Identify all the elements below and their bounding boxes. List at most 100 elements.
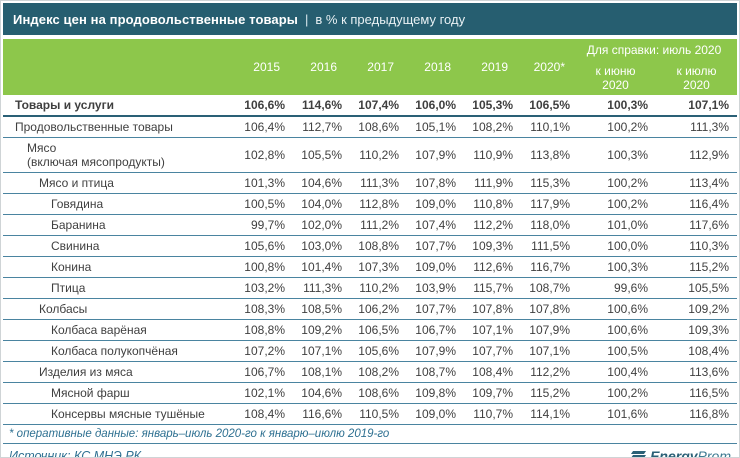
cell-value: 107,3% (347, 256, 404, 278)
cell-value: 107,4% (347, 95, 404, 117)
cell-value: 117,6% (656, 214, 737, 236)
cell-value: 107,8% (404, 172, 461, 194)
cell-value: 116,8% (656, 403, 737, 425)
cell-value: 108,5% (290, 298, 347, 320)
cell-value: 107,9% (518, 319, 575, 341)
cell-value: 108,8% (347, 235, 404, 257)
cell-value: 113,8% (518, 137, 575, 173)
table-row: Мясо (включая мясопродукты) 102,8% 105,5% 11… (3, 137, 737, 173)
cell-value: 115,7% (461, 277, 518, 299)
row-label: Колбаса полукопчёная (3, 340, 233, 362)
cell-value: 108,4% (461, 361, 518, 383)
cell-value: 108,4% (233, 403, 290, 425)
cell-value: 111,3% (347, 172, 404, 194)
ref-group-header: Для справки: июль 2020 (575, 39, 737, 61)
cell-value: 108,1% (290, 361, 347, 383)
row-label: Продовольственные товары (3, 116, 233, 138)
cell-value: 100,2% (575, 172, 656, 194)
cell-value: 116,6% (290, 403, 347, 425)
cell-value: 105,1% (404, 116, 461, 138)
table-row: Товары и услуги 106,6% 114,6% 107,4% 106,0% 1… (3, 95, 737, 117)
row-label: Баранина (3, 214, 233, 236)
cell-value: 106,6% (233, 95, 290, 117)
table-row: Изделия из мяса 106,7% 108,1% 108,2% 108,7% 1… (3, 361, 737, 383)
cell-value: 100,2% (575, 116, 656, 138)
row-label: Товары и услуги (3, 95, 233, 117)
cell-value: 109,8% (404, 382, 461, 404)
title-separator: | (305, 11, 309, 27)
cell-value: 115,2% (656, 256, 737, 278)
row-label: Конина (3, 256, 233, 278)
cell-value: 100,3% (575, 137, 656, 173)
cell-value: 111,2% (347, 214, 404, 236)
cell-value: 107,8% (461, 298, 518, 320)
col-header-2018: 2018 (404, 39, 461, 95)
cell-value: 107,1% (461, 319, 518, 341)
table-row: Мясо и птица 101,3% 104,6% 111,3% 107,8% 111,… (3, 172, 737, 194)
row-label: Мясной фарш (3, 382, 233, 404)
cell-value: 108,7% (518, 277, 575, 299)
footnote: * оперативные данные: январь–июль 2020-г… (3, 425, 737, 444)
cell-value: 116,5% (656, 382, 737, 404)
cell-value: 100,4% (575, 361, 656, 383)
cell-value: 116,4% (656, 193, 737, 215)
cell-value: 109,3% (461, 235, 518, 257)
cell-value: 108,6% (347, 382, 404, 404)
cell-value: 109,2% (656, 298, 737, 320)
cell-value: 100,3% (575, 256, 656, 278)
cell-value: 118,0% (518, 214, 575, 236)
cell-value: 110,5% (347, 403, 404, 425)
cell-value: 102,0% (290, 214, 347, 236)
cell-value: 112,9% (656, 137, 737, 173)
cell-value: 107,9% (404, 340, 461, 362)
cell-value: 100,2% (575, 193, 656, 215)
cell-value: 117,9% (518, 193, 575, 215)
cell-value: 116,7% (518, 256, 575, 278)
cell-value: 114,6% (290, 95, 347, 117)
cell-value: 110,9% (461, 137, 518, 173)
cell-value: 108,7% (404, 361, 461, 383)
table-row: Птица 103,2% 111,3% 110,2% 103,9% 115,7% 108,7… (3, 277, 737, 299)
row-label: Мясо (включая мясопродукты) (3, 137, 233, 173)
cell-value: 105,6% (233, 235, 290, 257)
cell-value: 103,2% (233, 277, 290, 299)
cell-value: 107,7% (461, 340, 518, 362)
cell-value: 99,6% (575, 277, 656, 299)
cell-value: 109,0% (404, 193, 461, 215)
table-row: Консервы мясные тушёные 108,4% 116,6% 110,5… (3, 403, 737, 425)
cell-value: 108,4% (656, 340, 737, 362)
cell-value: 111,9% (461, 172, 518, 194)
row-label: Говядина (3, 193, 233, 215)
cell-value: 112,6% (461, 256, 518, 278)
col-header-to-july: к июлю 2020 (656, 61, 737, 95)
table-row: Колбаса полукопчёная 107,2% 107,1% 105,6% 10… (3, 340, 737, 362)
cell-value: 112,7% (290, 116, 347, 138)
cell-value: 108,6% (347, 116, 404, 138)
source-row: Источник: КС МНЭ РК EnergyProm (3, 444, 737, 457)
page-subtitle: в % к предыдущему году (315, 11, 466, 27)
cell-value: 112,2% (461, 214, 518, 236)
row-label: Свинина (3, 235, 233, 257)
cell-value: 100,0% (575, 235, 656, 257)
cell-value: 100,6% (575, 319, 656, 341)
col-header-2019: 2019 (461, 39, 518, 95)
cell-value: 108,8% (233, 319, 290, 341)
cell-value: 108,2% (461, 116, 518, 138)
cell-value: 106,0% (404, 95, 461, 117)
cell-value: 106,7% (404, 319, 461, 341)
row-label: Птица (3, 277, 233, 299)
cell-value: 114,1% (518, 403, 575, 425)
cell-value: 106,7% (233, 361, 290, 383)
row-label: Колбаса варёная (3, 319, 233, 341)
cell-value: 107,9% (404, 137, 461, 173)
row-label: Колбасы (3, 298, 233, 320)
cell-value: 110,3% (656, 235, 737, 257)
col-header-2020: 2020* (518, 39, 575, 95)
cell-value: 105,5% (656, 277, 737, 299)
cell-value: 110,1% (518, 116, 575, 138)
cell-value: 112,2% (518, 361, 575, 383)
cell-value: 107,2% (233, 340, 290, 362)
table-row: Говядина 100,5% 104,0% 112,8% 109,0% 110,8% 11… (3, 193, 737, 215)
cell-value: 109,0% (404, 256, 461, 278)
